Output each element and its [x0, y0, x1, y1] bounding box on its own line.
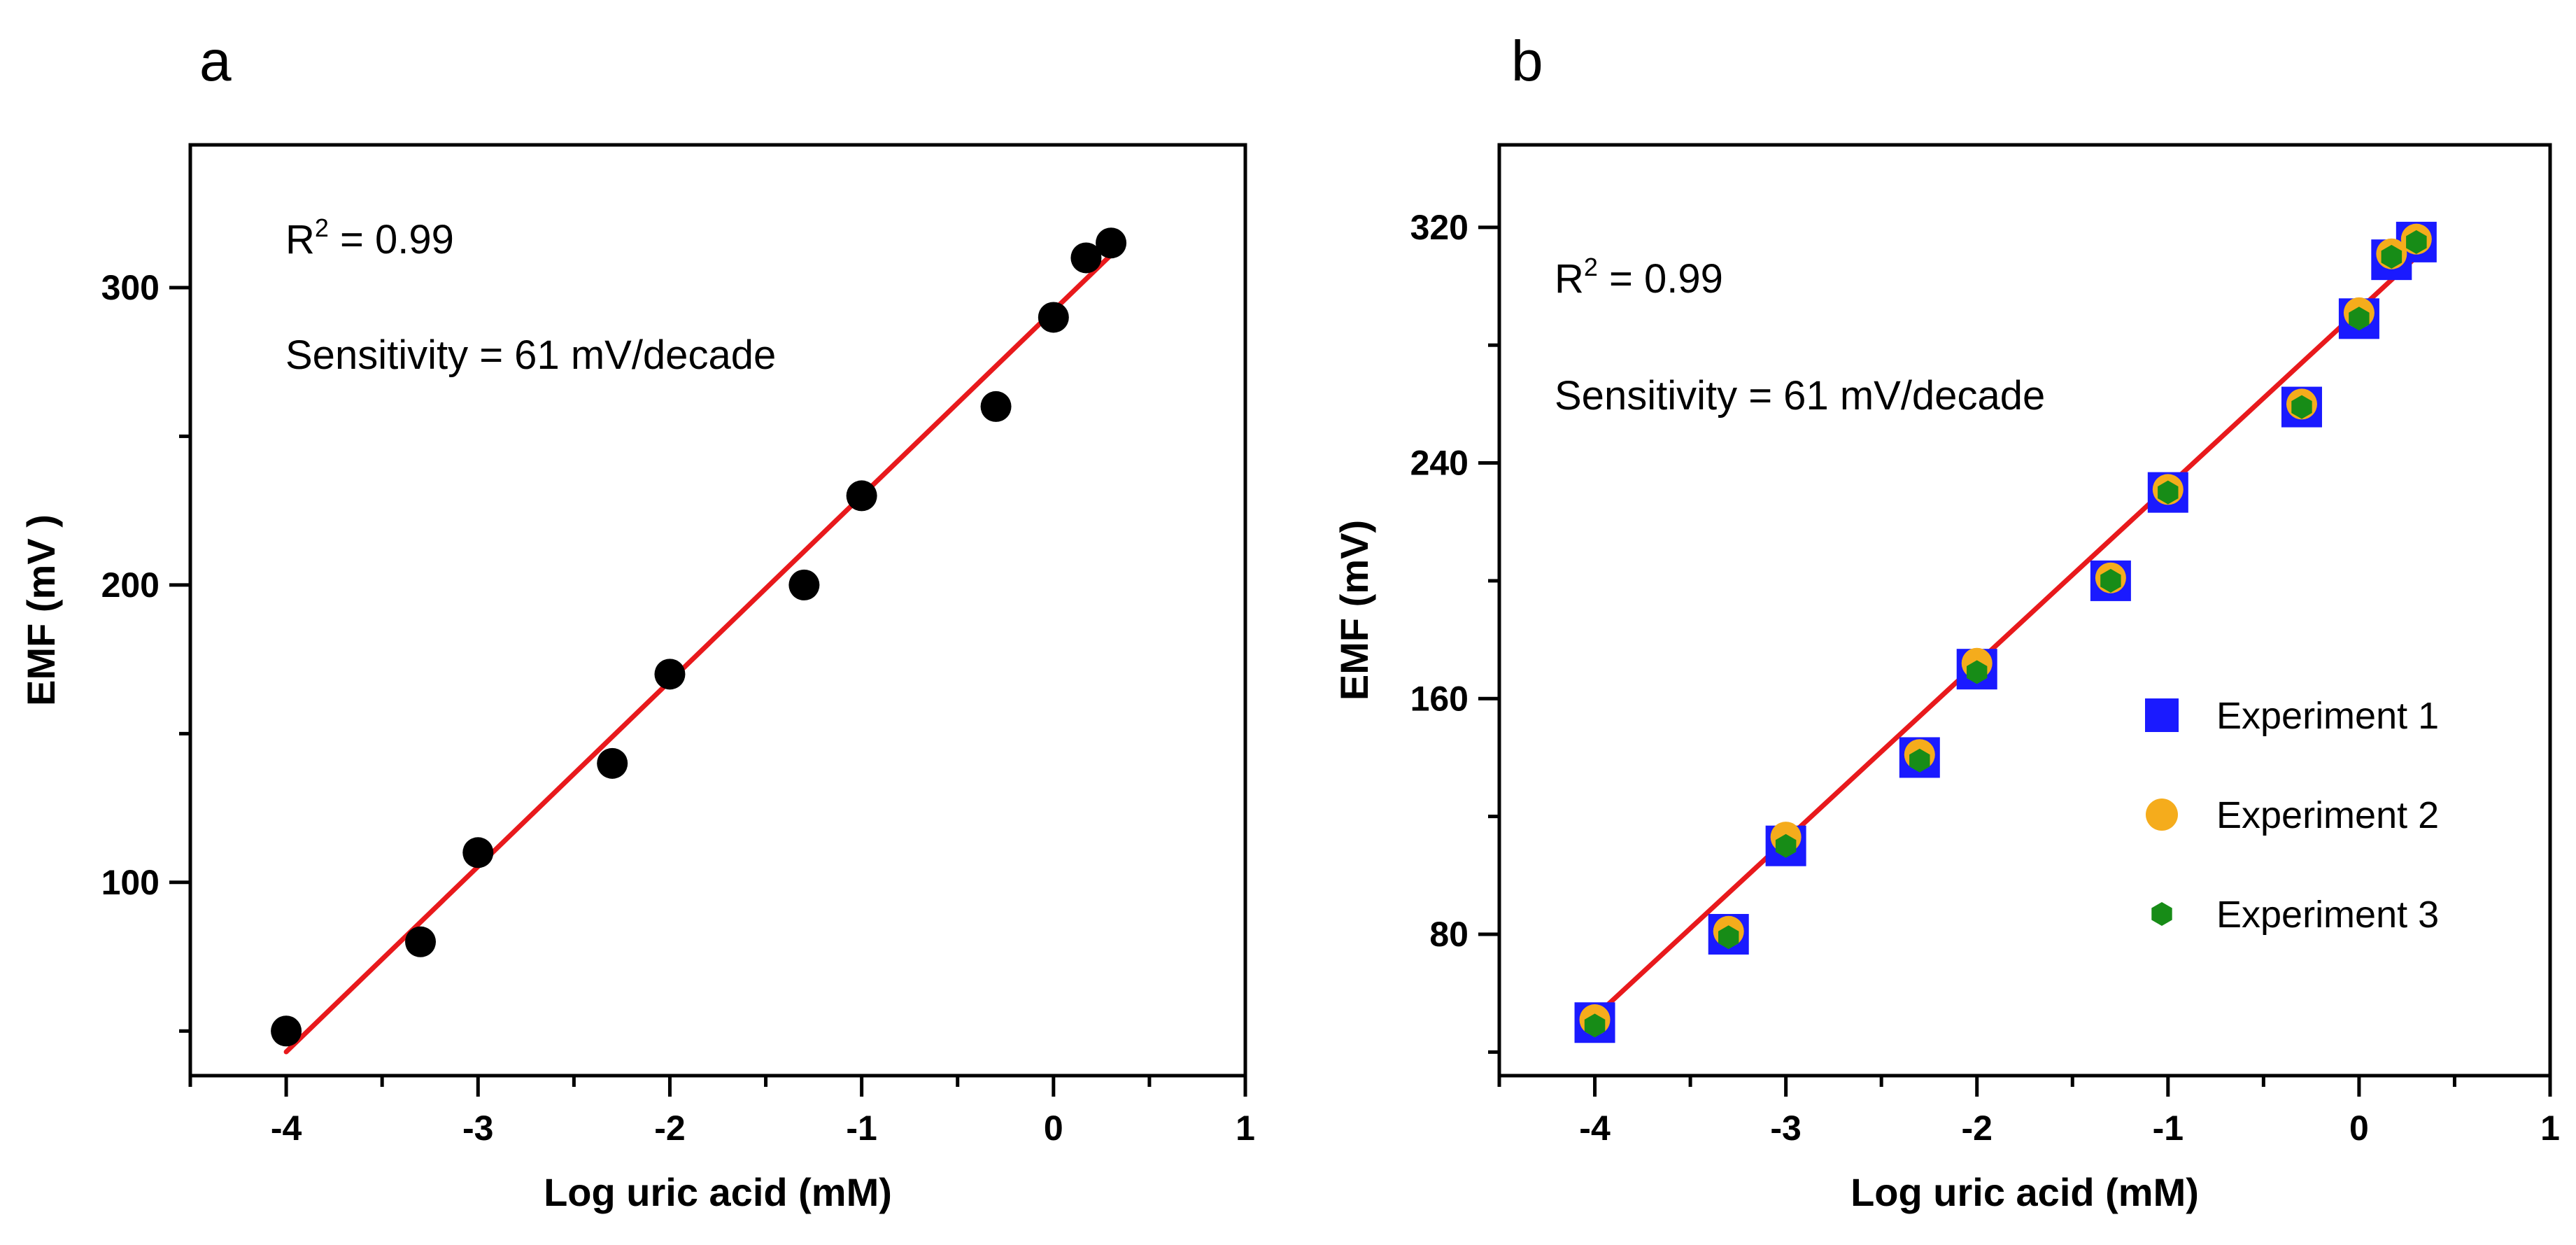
x-axis-b: -4 -3 -2 -1 0 1: [1497, 1076, 2560, 1148]
panel-b: b -4 -3 -2 -1 0 1 80 160 240 320 Log uric acid (…: [1332, 29, 2560, 1214]
sensitivity-annotation-b: Sensitivity = 61 mV/decade: [1555, 373, 2045, 418]
y-tick-label-b: 240: [1410, 444, 1469, 483]
x-axis-title-b: Log uric acid (mM): [1850, 1170, 2199, 1214]
data-point-a-s1: [405, 926, 437, 957]
r-squared-annotation-b: R2 = 0.99: [1555, 253, 1723, 302]
data-points-b: [1574, 221, 2437, 1043]
data-point-a-s1: [597, 747, 628, 779]
fit-line-segment-b: [1592, 254, 2419, 1020]
y-tick-label-b: 160: [1410, 679, 1469, 718]
y-axis-title-a: EMF (mV ): [19, 514, 63, 706]
panel-letter-a: a: [199, 29, 232, 93]
data-point-a-s1: [1070, 242, 1102, 274]
data-point-b-s3: [1775, 833, 1797, 858]
x-tick-label-b: 0: [2349, 1109, 2369, 1148]
data-point-a-s1: [654, 659, 686, 690]
x-tick-label-a: 0: [1044, 1109, 1063, 1148]
y-axis-b: 80 160 240 320: [1410, 208, 1499, 1054]
data-point-b-s3: [2100, 568, 2121, 593]
data-point-b-s3: [2406, 230, 2427, 254]
data-point-a-s1: [1096, 227, 1127, 259]
data-point-a-s1: [1038, 302, 1069, 333]
x-tick-label-a: -3: [462, 1109, 493, 1148]
sensitivity-annotation-a: Sensitivity = 61 mV/decade: [285, 332, 776, 378]
data-point-a-s1: [980, 391, 1012, 422]
data-point-b-s3: [1967, 660, 1988, 684]
x-axis-title-a: Log uric acid (mM): [544, 1170, 892, 1214]
x-tick-label-b: -1: [2153, 1109, 2184, 1148]
legend-label-3: Experiment 3: [2216, 894, 2439, 936]
x-tick-label-b: -4: [1579, 1109, 1611, 1148]
legend-label-2: Experiment 2: [2216, 794, 2439, 836]
data-points-a: [271, 227, 1127, 1047]
data-point-b-s3: [2349, 307, 2370, 331]
y-tick-label-b: 80: [1429, 915, 1469, 954]
r-squared-annotation-a: R2 = 0.99: [285, 213, 454, 262]
x-axis-a: -4 -3 -2 -1 0 1: [188, 1076, 1255, 1148]
x-tick-label-b: -2: [1961, 1109, 1992, 1148]
data-point-b-s3: [1909, 748, 1930, 773]
x-tick-label-a: -1: [846, 1109, 877, 1148]
fit-line-a: [283, 252, 1114, 1055]
data-point-b-s3: [2291, 395, 2312, 419]
plot-frame-b: [1497, 143, 2552, 1078]
data-point-b-s3: [2158, 480, 2179, 505]
legend-b: Experiment 1 Experiment 2 Experiment 3: [2145, 695, 2439, 936]
legend-marker-3: [2151, 902, 2172, 926]
data-point-b-s3: [1584, 1013, 1606, 1038]
legend-marker-2: [2146, 799, 2178, 831]
x-tick-label-a: 1: [1236, 1109, 1255, 1148]
x-tick-label-a: -2: [654, 1109, 685, 1148]
plot-frame-a: [188, 143, 1247, 1078]
y-axis-a: 100 200 300: [101, 268, 190, 1033]
y-axis-title-b: EMF (mV): [1332, 520, 1376, 701]
data-point-a-s1: [271, 1015, 302, 1047]
data-point-a-s1: [462, 837, 494, 868]
x-tick-label-b: -3: [1770, 1109, 1801, 1148]
panel-a: a -4 -3 -2 -1 0 1 100 200 300 Log uric acid (mM…: [19, 29, 1255, 1214]
x-tick-label-a: -4: [271, 1109, 302, 1148]
y-tick-label-a: 100: [101, 863, 160, 902]
panel-letter-b: b: [1511, 29, 1543, 93]
data-point-a-s1: [788, 569, 820, 600]
y-tick-label-a: 300: [101, 268, 160, 307]
data-point-a-s1: [846, 480, 877, 512]
y-tick-label-b: 320: [1410, 208, 1469, 247]
legend-label-1: Experiment 1: [2216, 695, 2439, 737]
y-tick-label-a: 200: [101, 565, 160, 605]
legend-marker-1: [2145, 698, 2179, 732]
data-point-b-s3: [2381, 244, 2402, 269]
fit-line-segment-a: [283, 252, 1114, 1055]
fit-line-b: [1592, 254, 2419, 1020]
data-point-b-s3: [1718, 925, 1739, 950]
x-tick-label-b: 1: [2540, 1109, 2560, 1148]
